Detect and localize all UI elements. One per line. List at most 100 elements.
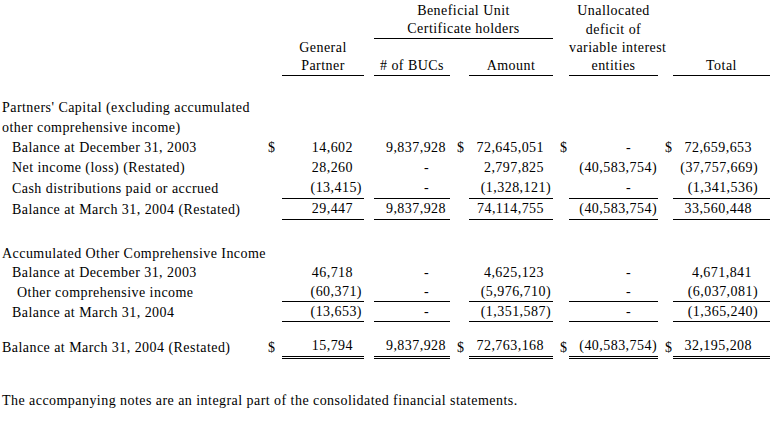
table-row: other comprehensive income) bbox=[0, 118, 770, 138]
cell-unallocated: - bbox=[569, 138, 658, 158]
dollar-sign-total bbox=[658, 263, 673, 282]
spacer-cell bbox=[0, 220, 770, 245]
section-title: other comprehensive income) bbox=[0, 118, 770, 138]
header-num-of-bucs: # of BUCs bbox=[374, 57, 450, 76]
cell-general-partner: (13,653) bbox=[282, 302, 364, 322]
cell-total: (6,037,081) bbox=[673, 282, 770, 302]
cell-general-partner: 28,260 bbox=[282, 158, 364, 178]
header-general-partner-line2: Partner bbox=[282, 57, 364, 76]
table-row: Balance at March 31, 2004 (Restated) $ 1… bbox=[0, 336, 770, 358]
dollar-sign-gp bbox=[268, 263, 282, 282]
cell-general-partner: 46,718 bbox=[282, 263, 364, 282]
header-general-partner-line1: General bbox=[282, 39, 364, 58]
cell-num-bucs: - bbox=[374, 302, 450, 322]
header-spacer-cell bbox=[658, 20, 673, 39]
header-beneficial-unit-line2: Certificate holders bbox=[374, 20, 553, 39]
table-row: Balance at March 31, 2004 (13,653) - (1,… bbox=[0, 302, 770, 322]
spacer-cell bbox=[0, 76, 770, 99]
cell-num-bucs: - bbox=[374, 158, 450, 178]
cell-total: (1,365,240) bbox=[673, 302, 770, 322]
header-spacer-cell bbox=[553, 57, 569, 76]
table-header-row: Partner # of BUCs Amount entities Total bbox=[0, 57, 770, 76]
spacer-cell bbox=[0, 322, 770, 337]
dollar-sign-unallocated bbox=[553, 263, 569, 282]
cell-total: 33,560,448 bbox=[673, 199, 770, 220]
dollar-sign-amount bbox=[450, 199, 469, 220]
header-spacer-cell bbox=[553, 20, 569, 39]
row-label: Balance at March 31, 2004 (Restated) bbox=[0, 199, 268, 220]
header-amount: Amount bbox=[469, 57, 553, 76]
cell-num-bucs: - bbox=[374, 263, 450, 282]
gap-cell bbox=[364, 336, 374, 358]
cell-unallocated: - bbox=[569, 263, 658, 282]
header-spacer-cell bbox=[268, 2, 282, 20]
cell-amount: 4,625,123 bbox=[469, 263, 553, 282]
cell-amount: 72,763,168 bbox=[469, 336, 553, 358]
dollar-sign-amount bbox=[450, 282, 469, 302]
table-row: Partners' Capital (excluding accumulated bbox=[0, 98, 770, 118]
cell-amount: 2,797,825 bbox=[469, 158, 553, 178]
header-spacer-cell bbox=[450, 57, 469, 76]
cell-num-bucs: 9,837,928 bbox=[374, 138, 450, 158]
section-title: Accumulated Other Comprehensive Income bbox=[0, 244, 770, 263]
dollar-sign-total bbox=[658, 199, 673, 220]
dollar-sign-gp bbox=[268, 199, 282, 220]
gap-cell bbox=[364, 2, 374, 20]
cell-unallocated: - bbox=[569, 282, 658, 302]
gap-cell bbox=[364, 302, 374, 322]
table-row: Cash distributions paid or accrued (13,4… bbox=[0, 178, 770, 199]
header-unallocated-line1: Unallocated bbox=[569, 2, 658, 20]
table-header-row: Certificate holders deficit of bbox=[0, 20, 770, 39]
partners-capital-statement-table: Beneficial Unit Unallocated Certificate … bbox=[0, 2, 770, 359]
row-label: Balance at December 31, 2003 bbox=[0, 263, 268, 282]
table-row: Net income (loss) (Restated) 28,260 - 2,… bbox=[0, 158, 770, 178]
dollar-sign-total bbox=[658, 282, 673, 302]
cell-total: 72,659,653 bbox=[673, 138, 770, 158]
header-spacer-cell bbox=[469, 39, 553, 58]
row-label: Other comprehensive income bbox=[0, 282, 268, 302]
table-row: Balance at December 31, 2003 46,718 - 4,… bbox=[0, 263, 770, 282]
header-spacer-cell bbox=[673, 20, 770, 39]
dollar-sign-total bbox=[658, 178, 673, 199]
cell-amount: 74,114,755 bbox=[469, 199, 553, 220]
header-spacer-cell bbox=[658, 2, 673, 20]
dollar-sign-amount bbox=[450, 263, 469, 282]
table-row: Accumulated Other Comprehensive Income bbox=[0, 244, 770, 263]
header-spacer-cell bbox=[553, 39, 569, 58]
dollar-sign-unallocated: $ bbox=[553, 138, 569, 158]
cell-amount: 72,645,051 bbox=[469, 138, 553, 158]
header-spacer-cell bbox=[282, 20, 364, 39]
cell-unallocated: - bbox=[569, 178, 658, 199]
spacer-row bbox=[0, 76, 770, 99]
dollar-sign-unallocated: $ bbox=[553, 336, 569, 358]
dollar-sign-gp bbox=[268, 302, 282, 322]
cell-num-bucs: 9,837,928 bbox=[374, 336, 450, 358]
dollar-sign-gp bbox=[268, 178, 282, 199]
header-beneficial-unit-line1: Beneficial Unit bbox=[374, 2, 553, 20]
cell-general-partner: (13,415) bbox=[282, 178, 364, 199]
spacer-row bbox=[0, 322, 770, 337]
dollar-sign-amount bbox=[450, 158, 469, 178]
row-label: Balance at March 31, 2004 bbox=[0, 302, 268, 322]
cell-general-partner: 14,602 bbox=[282, 138, 364, 158]
cell-unallocated: (40,583,754) bbox=[569, 158, 658, 178]
header-unallocated-line3: variable interest bbox=[569, 39, 658, 58]
cell-general-partner: 15,794 bbox=[282, 336, 364, 358]
row-label: Cash distributions paid or accrued bbox=[0, 178, 268, 199]
dollar-sign-total bbox=[658, 158, 673, 178]
gap-cell bbox=[364, 199, 374, 220]
cell-num-bucs: - bbox=[374, 282, 450, 302]
dollar-sign-unallocated bbox=[553, 302, 569, 322]
cell-unallocated: - bbox=[569, 302, 658, 322]
header-spacer-cell bbox=[450, 39, 469, 58]
cell-amount: (1,351,587) bbox=[469, 302, 553, 322]
dollar-sign-amount bbox=[450, 302, 469, 322]
header-spacer-cell bbox=[658, 57, 673, 76]
header-unallocated-line4: entities bbox=[569, 57, 658, 76]
cell-unallocated: (40,583,754) bbox=[569, 336, 658, 358]
header-spacer-cell bbox=[553, 2, 569, 20]
header-spacer-cell bbox=[268, 57, 282, 76]
dollar-sign-gp bbox=[268, 282, 282, 302]
gap-cell bbox=[364, 20, 374, 39]
header-total: Total bbox=[673, 57, 770, 76]
